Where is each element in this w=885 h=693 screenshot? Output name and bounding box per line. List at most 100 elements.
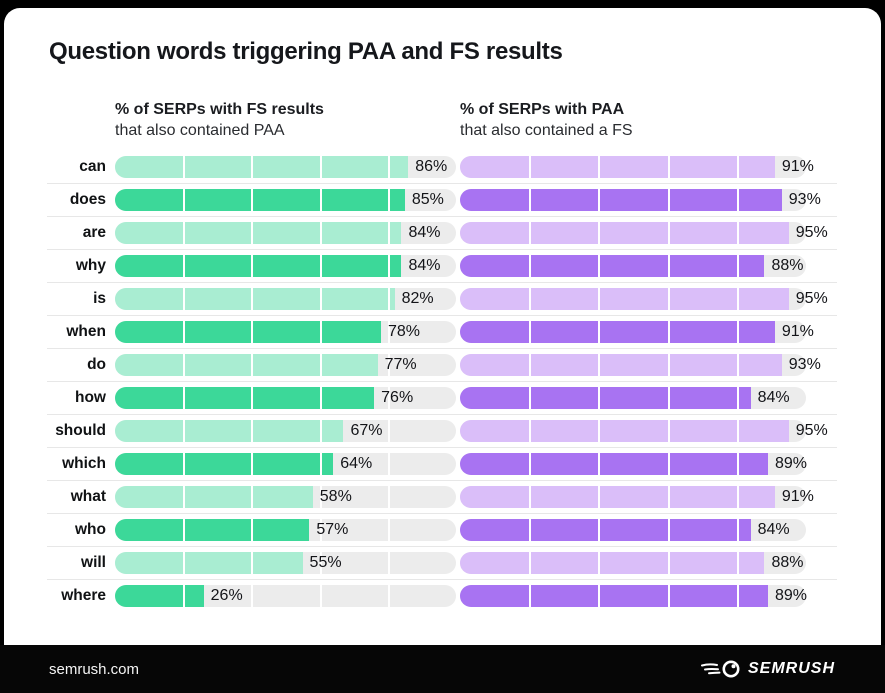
bar-segment-divider	[667, 386, 670, 409]
row-label: which	[62, 454, 106, 472]
row-label: can	[79, 157, 106, 175]
row-label: why	[75, 256, 106, 274]
bar-segment-divider	[319, 551, 322, 574]
bar-segment-divider	[529, 254, 532, 277]
bar-segment-divider	[529, 551, 532, 574]
bar-segment-divider	[598, 518, 601, 541]
bar-segment-divider	[319, 155, 322, 178]
bar-segment-divider	[319, 254, 322, 277]
chart-card: Question words triggering PAA and FS res…	[4, 8, 881, 645]
fs-bar-track: 82%	[115, 287, 456, 310]
row-label: should	[55, 421, 106, 439]
column-headers: % of SERPs with FS results that also con…	[115, 99, 881, 141]
bar-segment-divider	[319, 320, 322, 343]
fs-bar-value: 84%	[408, 256, 441, 274]
fs-bar-fill	[115, 353, 378, 376]
row-label: what	[70, 487, 106, 505]
paa-bar-track: 88%	[460, 254, 806, 277]
table-row: does 85% 93%	[4, 182, 881, 216]
bar-segment-divider	[529, 386, 532, 409]
bar-segment-divider	[319, 419, 322, 442]
table-row: can 86% 91%	[4, 150, 881, 183]
bar-segment-divider	[183, 551, 186, 574]
bar-segment-divider	[598, 287, 601, 310]
bar-segment-divider	[736, 419, 739, 442]
bar-segment-divider	[387, 287, 390, 310]
bar-segment-divider	[183, 287, 186, 310]
bar-segment-divider	[736, 584, 739, 607]
table-row: why 84% 88%	[4, 248, 881, 282]
fs-bar-fill	[115, 188, 405, 211]
paa-bar-fill	[460, 551, 765, 574]
fs-bar-track: 64%	[115, 452, 456, 475]
semrush-logo: semrush	[700, 658, 835, 680]
bar-segment-divider	[251, 419, 254, 442]
paa-bar-value: 84%	[757, 520, 790, 538]
paa-bar-fill	[460, 353, 782, 376]
paa-bar-fill	[460, 518, 751, 541]
bar-segment-divider	[529, 320, 532, 343]
bar-segment-divider	[598, 452, 601, 475]
bar-segment-divider	[319, 485, 322, 508]
fs-bar-fill	[115, 155, 409, 178]
fs-bar-fill	[115, 452, 334, 475]
fs-bar-track: 26%	[115, 584, 456, 607]
left-header-subtitle: that also contained PAA	[115, 122, 285, 139]
paa-bar-value: 93%	[788, 190, 821, 208]
row-label: how	[75, 388, 106, 406]
bar-segment-divider	[183, 353, 186, 376]
bar-segment-divider	[387, 518, 390, 541]
bar-segment-divider	[251, 518, 254, 541]
semrush-speedball-icon	[700, 660, 740, 678]
bar-segment-divider	[387, 485, 390, 508]
fs-bar-value: 67%	[350, 421, 383, 439]
fs-bar-value: 82%	[401, 289, 434, 307]
bar-segment-divider	[736, 485, 739, 508]
bar-segment-divider	[183, 155, 186, 178]
bar-segment-divider	[598, 551, 601, 574]
bar-segment-divider	[667, 551, 670, 574]
fs-bar-value: 78%	[387, 322, 420, 340]
fs-bar-track: 76%	[115, 386, 456, 409]
fs-bar-value: 55%	[309, 553, 342, 571]
fs-bar-track: 67%	[115, 419, 456, 442]
bar-segment-divider	[667, 584, 670, 607]
fs-bar-fill	[115, 584, 204, 607]
bar-segment-divider	[319, 452, 322, 475]
bar-segment-divider	[251, 452, 254, 475]
fs-bar-fill	[115, 254, 402, 277]
paa-bar-value: 95%	[795, 421, 828, 439]
bar-segment-divider	[183, 518, 186, 541]
paa-bar-value: 95%	[795, 223, 828, 241]
paa-bar-fill	[460, 419, 789, 442]
bar-segment-divider	[529, 188, 532, 211]
paa-bar-fill	[460, 452, 768, 475]
bar-segment-divider	[387, 419, 390, 442]
bar-segment-divider	[183, 221, 186, 244]
bar-segment-divider	[598, 419, 601, 442]
paa-bar-fill	[460, 188, 782, 211]
paa-bar-fill	[460, 221, 789, 244]
table-row: are 84% 95%	[4, 215, 881, 249]
fs-bar-track: 84%	[115, 254, 456, 277]
bar-segment-divider	[529, 287, 532, 310]
bar-segment-divider	[387, 221, 390, 244]
paa-bar-value: 88%	[771, 553, 804, 571]
page-title: Question words triggering PAA and FS res…	[49, 38, 563, 65]
paa-bar-fill	[460, 155, 775, 178]
paa-bar-fill	[460, 386, 751, 409]
bar-segment-divider	[598, 155, 601, 178]
bar-segment-divider	[529, 419, 532, 442]
row-label: where	[61, 586, 106, 604]
fs-bar-value: 57%	[316, 520, 349, 538]
bar-segment-divider	[667, 254, 670, 277]
table-row: who 57% 84%	[4, 512, 881, 546]
paa-bar-track: 93%	[460, 353, 821, 376]
bar-segment-divider	[667, 353, 670, 376]
fs-bar-value: 76%	[381, 388, 414, 406]
bar-segment-divider	[183, 254, 186, 277]
row-label: who	[75, 520, 106, 538]
bar-segment-divider	[667, 485, 670, 508]
fs-bar-track: 84%	[115, 221, 456, 244]
bar-segment-divider	[598, 353, 601, 376]
